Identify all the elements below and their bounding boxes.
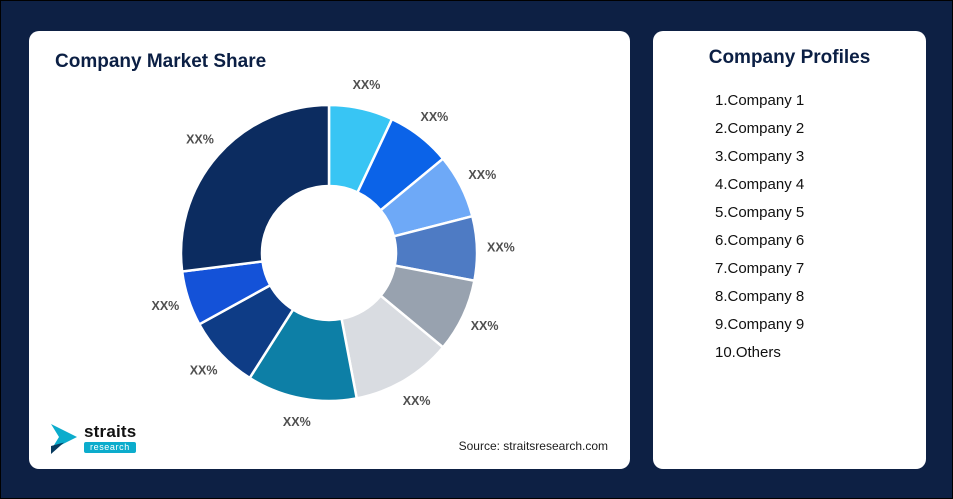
company-list-item: 3.Company 3	[715, 148, 805, 165]
donut-chart: XX% XX% XX% XX% XX% XX% XX% XX% XX% XX%	[152, 78, 515, 429]
company-profiles-card: Company Profiles 1.Company 1 2.Company 2 3…	[653, 31, 926, 469]
market-share-card: XX% XX% XX% XX% XX% XX% XX% XX% XX% XX% Company M…	[29, 31, 630, 469]
company-list-item: 9.Company 9	[715, 316, 805, 333]
slice-percentage-label: XX%	[353, 78, 381, 92]
source-attribution-text: Source: straitsresearch.com	[458, 439, 608, 453]
straits-logo-icon	[51, 424, 77, 454]
straits-research-logo: straits research	[49, 421, 136, 455]
logo-brand-text: straits	[84, 421, 137, 441]
slice-percentage-label: XX%	[421, 110, 449, 124]
company-list-item: 7.Company 7	[715, 260, 805, 277]
slice-percentage-label: XX%	[471, 319, 499, 333]
company-list-item: 8.Company 8	[715, 288, 805, 305]
company-list-item: 10.Others	[715, 344, 781, 361]
donut-segment[interactable]	[179, 103, 331, 273]
company-list: 1.Company 1 2.Company 2 3.Company 3 4.Compa…	[715, 87, 804, 367]
slice-percentage-label: XX%	[186, 132, 214, 146]
company-list-item: 2.Company 2	[715, 120, 805, 137]
slice-percentage-label: XX%	[190, 364, 218, 378]
slice-percentage-label: XX%	[468, 168, 496, 182]
slice-percentage-label: XX%	[403, 394, 431, 408]
company-list-item: 4.Company 4	[715, 176, 805, 193]
chart-title: Company Market Share	[55, 51, 267, 72]
company-list-item: 5.Company 5	[715, 204, 805, 221]
profiles-title: Company Profiles	[708, 47, 871, 68]
slice-percentage-label: XX%	[152, 299, 180, 313]
company-list-item: 1.Company 1	[715, 92, 805, 109]
company-list-item: 6.Company 6	[715, 232, 805, 249]
slice-percentage-label: XX%	[487, 241, 515, 255]
logo-subbrand-text: research	[84, 441, 136, 454]
slice-percentage-label: XX%	[283, 415, 311, 429]
